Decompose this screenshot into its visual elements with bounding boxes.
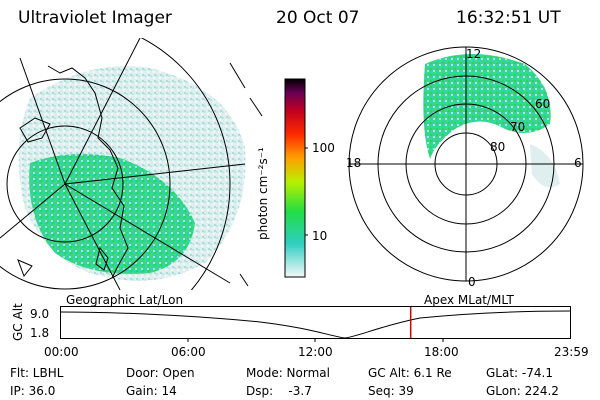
timeline-xtick-2359: 23:59 bbox=[554, 345, 589, 359]
mlt-label-0: 0 bbox=[468, 275, 476, 289]
status-seq: Seq: 39 bbox=[368, 384, 414, 398]
instrument-title: Ultraviolet Imager bbox=[18, 8, 172, 28]
mlt-label-12: 12 bbox=[466, 47, 482, 61]
status-mode: Mode: Normal bbox=[246, 366, 330, 380]
timeline-y-label: GC Alt bbox=[11, 303, 25, 341]
timeline-xtick-1200: 12:00 bbox=[298, 345, 333, 359]
status-glat: GLat: -74.1 bbox=[486, 366, 553, 380]
colorbar bbox=[284, 78, 308, 278]
mlt-label-18: 18 bbox=[346, 156, 362, 170]
mlt-label-6: 6 bbox=[574, 156, 582, 170]
timeline-ytick-low: 1.8 bbox=[30, 326, 50, 340]
status-glon: GLon: 224.2 bbox=[486, 384, 559, 398]
time-label: 16:32:51 UT bbox=[456, 8, 561, 28]
mlt-polar-plot bbox=[348, 46, 584, 282]
timeline-xtick-0600: 06:00 bbox=[171, 345, 206, 359]
geographic-image bbox=[0, 38, 263, 290]
date-label: 20 Oct 07 bbox=[276, 8, 360, 28]
status-filter: Flt: LBHL bbox=[10, 366, 64, 380]
status-gc-alt: GC Alt: 6.1 Re bbox=[368, 366, 452, 380]
left-panel-label: Geographic Lat/Lon bbox=[66, 293, 184, 307]
timeline-xtick-1800: 18:00 bbox=[424, 345, 459, 359]
colorbar-unit-label: photon cm⁻²s⁻¹ bbox=[256, 147, 270, 240]
right-panel-label: Apex MLat/MLT bbox=[424, 293, 514, 307]
colorbar-tick-10: 10 bbox=[312, 229, 328, 243]
timeline-xtick-0000: 00:00 bbox=[44, 345, 79, 359]
status-gain: Gain: 14 bbox=[126, 384, 177, 398]
colorbar-tick-100: 100 bbox=[312, 141, 335, 155]
status-door: Door: Open bbox=[126, 366, 195, 380]
lat-label-70: 70 bbox=[510, 120, 526, 134]
altitude-timeline bbox=[60, 306, 571, 342]
status-ip: IP: 36.0 bbox=[10, 384, 56, 398]
lat-label-60: 60 bbox=[535, 97, 551, 111]
status-dsp: Dsp: -3.7 bbox=[246, 384, 312, 398]
timeline-ytick-high: 9.0 bbox=[30, 307, 50, 321]
lat-label-80: 80 bbox=[490, 140, 506, 154]
